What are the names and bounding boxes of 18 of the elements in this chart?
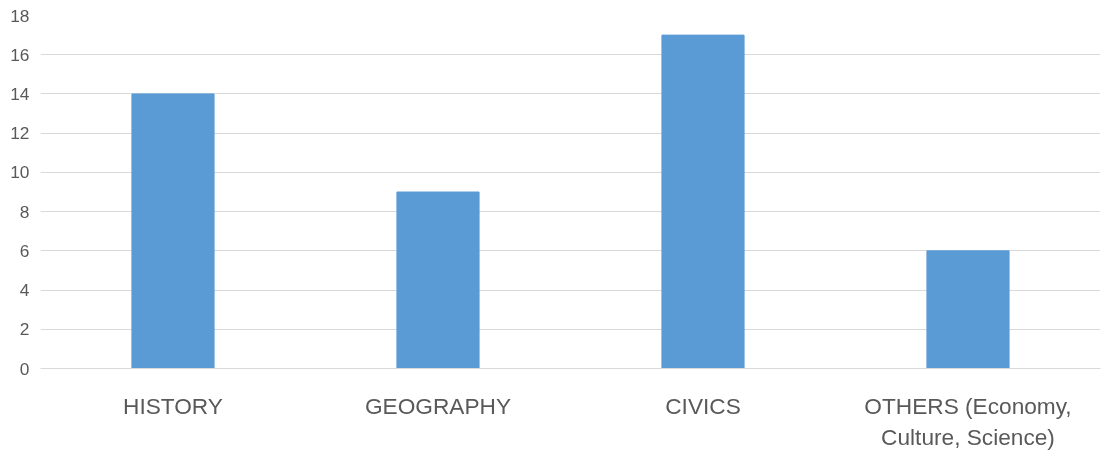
bar xyxy=(661,34,745,369)
y-tick-label: 0 xyxy=(19,358,30,379)
bar xyxy=(396,191,480,369)
x-tick-label: HISTORY xyxy=(123,392,223,419)
y-tick-label: 18 xyxy=(10,5,30,26)
y-tick-label: 4 xyxy=(19,280,30,301)
y-tick-label: 8 xyxy=(19,201,30,222)
y-tick-label: 12 xyxy=(10,123,30,144)
y-tick-label: 2 xyxy=(19,319,30,340)
x-tick-label: OTHERS (Economy, Culture, Science) xyxy=(864,392,1072,450)
y-tick-label: 14 xyxy=(10,83,30,104)
y-tick-label: 10 xyxy=(10,162,30,183)
y-tick-label: 16 xyxy=(10,44,30,65)
bar xyxy=(926,250,1010,369)
y-tick-label: 6 xyxy=(19,240,30,261)
x-tick-label: GEOGRAPHY xyxy=(364,392,512,419)
bar xyxy=(131,93,215,369)
x-tick-label: CIVICS xyxy=(665,392,741,419)
